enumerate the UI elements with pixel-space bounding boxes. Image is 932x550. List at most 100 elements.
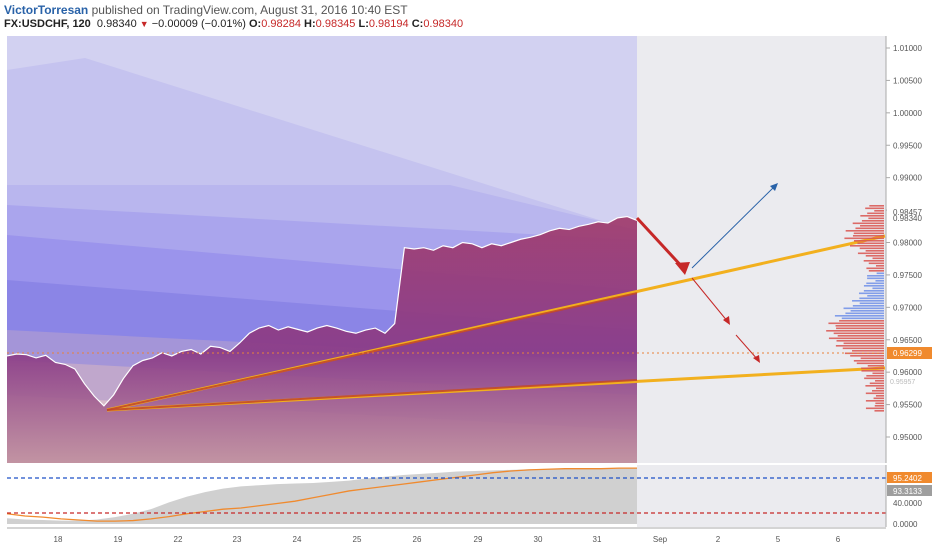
volume-profile-bar: [856, 362, 884, 365]
volume-profile-bar: [860, 225, 884, 227]
volume-profile-bar: [874, 410, 884, 412]
time-axis-label: 29: [474, 535, 483, 544]
volume-profile-bar: [872, 287, 884, 290]
indicator-tick-0: 0.0000: [893, 520, 918, 529]
price-tick-label: 0.97500: [893, 271, 922, 280]
volume-profile-bar: [852, 222, 884, 225]
time-axis-label: Sep: [653, 535, 668, 544]
symbol-label[interactable]: FX:USDCHF, 120: [4, 18, 91, 30]
last-price-top-label: 0.98457: [893, 208, 922, 217]
price-tick-label: 0.96000: [893, 368, 922, 377]
volume-profile-bar: [839, 320, 884, 322]
volume-profile-bar: [863, 290, 884, 292]
arrow-down-small-2[interactable]: [735, 334, 759, 361]
time-axis-label: 19: [114, 535, 123, 544]
volume-profile-bar: [865, 407, 884, 410]
close-value: 0.98340: [423, 18, 464, 30]
volume-profile-bar: [867, 295, 884, 297]
volume-profile-bar: [843, 342, 884, 345]
volume-profile-bar: [874, 405, 884, 407]
volume-profile-bar: [859, 297, 884, 300]
volume-profile-bar: [849, 245, 884, 247]
last-price: 0.98340: [96, 18, 137, 30]
price-line: [6, 215, 638, 407]
volume-profile-bar: [872, 372, 884, 375]
time-axis[interactable]: 18 19 22 23 24 25 26 29 30 31 Sep 2 5 6: [7, 527, 886, 544]
volume-profile-bar: [861, 370, 884, 372]
volume-profile-bar: [865, 255, 884, 257]
price-tick-label: 1.00500: [893, 76, 922, 85]
volume-profile-bar: [835, 325, 884, 327]
price-change: −0.00009 (−0.01%): [151, 18, 246, 30]
low-value: 0.98194: [368, 18, 409, 30]
volume-profile-bar: [867, 277, 884, 280]
time-axis-label: 24: [293, 535, 302, 544]
indicator-value-badge: [887, 472, 932, 483]
volume-profile-bar: [872, 390, 884, 392]
volume-profile-bar: [866, 267, 884, 270]
volume-profile-bar: [865, 400, 884, 402]
time-axis-label: 18: [54, 535, 63, 544]
arrow-down-small-1[interactable]: [691, 277, 729, 323]
price-tick-label: 0.99500: [893, 141, 922, 150]
volume-profile-bar: [841, 317, 884, 320]
time-axis-label: 23: [233, 535, 242, 544]
volume-profile-bar: [853, 232, 884, 235]
price-area-fill: [7, 216, 637, 463]
time-axis-label: 6: [836, 535, 841, 544]
volume-profile-bar: [864, 377, 884, 380]
volume-profile-bar: [845, 230, 884, 232]
open-value: 0.98284: [261, 18, 301, 30]
indicator-line: [6, 467, 637, 522]
volume-profile-bar: [857, 242, 884, 245]
price-axis[interactable]: 1.010001.005001.000000.995000.990000.985…: [885, 36, 932, 463]
last-price-mid-label: 0.98340: [893, 214, 922, 223]
volume-profile-bar: [873, 397, 884, 400]
volume-profile-bar: [868, 217, 884, 220]
volume-profile-bar: [866, 375, 884, 377]
volume-profile-bar: [852, 300, 884, 302]
time-axis-label: 26: [413, 535, 422, 544]
volume-profile-bar: [875, 380, 884, 382]
high-value: 0.98345: [315, 18, 356, 30]
volume-profile-bar: [854, 240, 884, 242]
volume-profile-bar: [875, 265, 884, 267]
volume-profile-bar: [850, 310, 884, 312]
arrow-down-main[interactable]: [635, 216, 687, 272]
volume-profile-bar: [863, 260, 884, 262]
volume-profile-bar: [865, 207, 884, 210]
volume-profile-bar: [837, 335, 884, 337]
volume-profile-bar: [860, 357, 884, 360]
price-marker-label: 0.96299: [893, 349, 922, 358]
volume-profile-bar: [828, 322, 884, 325]
volume-profile-bar: [875, 280, 884, 282]
indicator-pane[interactable]: 95.2402 93.3133 40.0000 0.0000: [6, 465, 932, 529]
publish-info: VictorTorresan published on TradingView.…: [4, 3, 408, 17]
volume-profile-bar: [861, 220, 884, 222]
volume-profile-bar: [859, 302, 884, 305]
volume-profile-bar: [855, 227, 884, 230]
volume-profile-bar: [876, 272, 884, 275]
volume-profile-bar: [867, 212, 884, 215]
price-area-series: [6, 215, 638, 463]
time-axis-label: 2: [716, 535, 721, 544]
volume-profile-bar: [836, 340, 884, 342]
volume-profile-bar: [875, 395, 884, 397]
author-link[interactable]: VictorTorresan: [4, 3, 89, 17]
volume-profile-bar: [866, 282, 884, 285]
volume-profile-bar: [834, 315, 884, 317]
close-label: C:: [411, 18, 424, 30]
price-tick-label: 0.98000: [893, 239, 922, 248]
arrow-up-blue[interactable]: [691, 185, 776, 269]
price-tick-label: 0.97000: [893, 303, 922, 312]
volume-profile-bar: [850, 355, 884, 357]
ohlc-legend: FX:USDCHF, 120 0.98340 ▼ −0.00009 (−0.01…: [4, 18, 463, 30]
indicator-tick-40: 40.0000: [893, 499, 922, 508]
indicator-value-sub: 93.3133: [893, 487, 922, 496]
volume-profile-bar: [843, 307, 884, 310]
volume-profile: [826, 205, 884, 412]
volume-profile-bar: [833, 332, 884, 335]
volume-profile-bar: [844, 352, 884, 355]
volume-profile-bar: [865, 385, 884, 387]
